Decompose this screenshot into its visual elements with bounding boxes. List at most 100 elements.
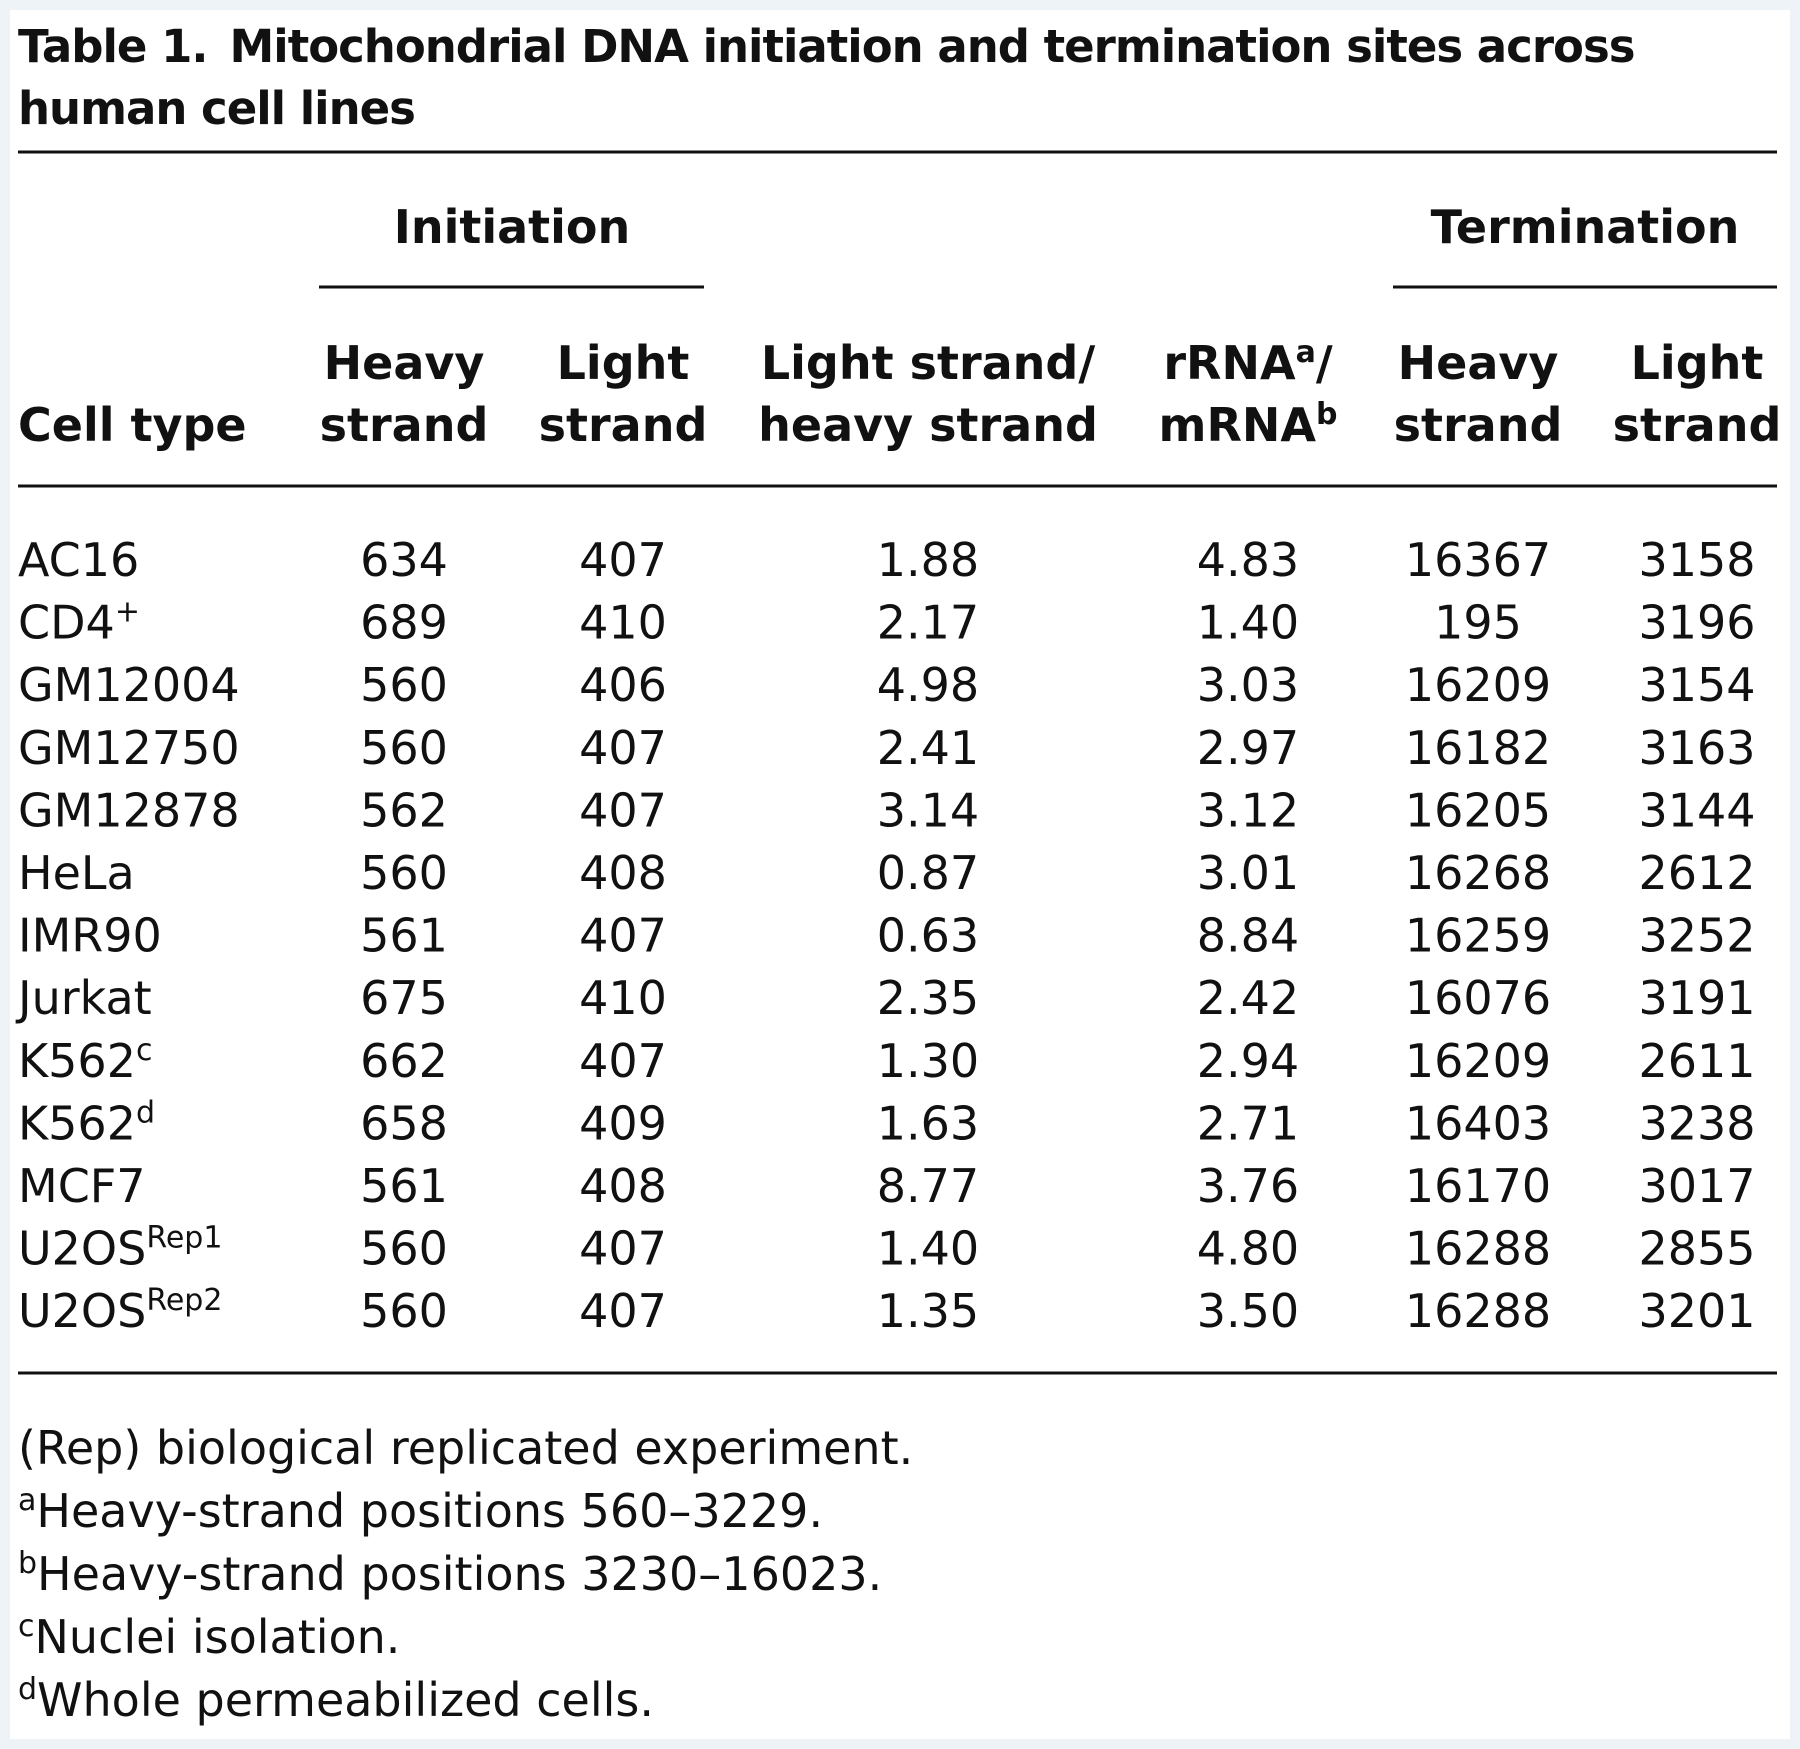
label-text: GM12004 <box>18 658 240 712</box>
column-header: strand <box>539 398 708 452</box>
label-text: Light <box>557 336 690 390</box>
superscript: b <box>1316 397 1337 432</box>
cell-value: 3.50 <box>1197 1284 1299 1338</box>
label-text: heavy strand <box>758 398 1098 452</box>
cell-value: 195 <box>1434 596 1522 650</box>
label-text: strand <box>1394 398 1563 452</box>
cell-value: 16182 <box>1405 721 1551 775</box>
column-header: rRNAa/ <box>1163 335 1332 391</box>
cell-value: 16288 <box>1405 1222 1551 1276</box>
superscript: Rep1 <box>146 1220 222 1255</box>
spanner-header: Termination <box>1431 200 1740 254</box>
cell-value: 410 <box>579 596 667 650</box>
table-sheet: Table 1. Mitochondrial DNA initiation and… <box>10 10 1790 1739</box>
label-text: K562 <box>18 1034 136 1088</box>
column-header: strand <box>1613 398 1782 452</box>
cell-value: 2.97 <box>1197 721 1299 775</box>
label-text: Light strand/ <box>761 336 1096 390</box>
superscript: a <box>1296 335 1316 370</box>
row-label: Jurkat <box>15 971 152 1025</box>
cell-value: 2.35 <box>877 971 979 1025</box>
cell-value: 3201 <box>1638 1284 1755 1338</box>
label-text: GM12878 <box>18 783 240 837</box>
footnote: cNuclei isolation. <box>18 1609 400 1665</box>
cell-value: 1.40 <box>877 1222 979 1276</box>
cell-value: 407 <box>579 909 667 963</box>
cell-value: 2611 <box>1638 1034 1755 1088</box>
footnote: aHeavy-strand positions 560–3229. <box>18 1483 823 1539</box>
cell-value: 561 <box>360 909 448 963</box>
cell-value: 0.63 <box>877 909 979 963</box>
cell-value: 3158 <box>1638 533 1755 587</box>
table-label: Table 1. <box>18 20 208 73</box>
row-label: GM12878 <box>18 783 240 837</box>
cell-value: 1.35 <box>877 1284 979 1338</box>
label-text: CD4 <box>18 596 115 650</box>
label-text: GM12750 <box>18 721 240 775</box>
cell-value: 2.17 <box>877 596 979 650</box>
cell-value: 560 <box>360 1284 448 1338</box>
cell-value: 560 <box>360 721 448 775</box>
label-text: IMR90 <box>18 909 162 963</box>
cell-value: 562 <box>360 783 448 837</box>
cell-value: 1.88 <box>877 533 979 587</box>
column-header: Heavy <box>1398 336 1559 390</box>
row-label: GM12004 <box>18 658 240 712</box>
column-header: Heavy <box>324 336 485 390</box>
row-label: U2OSRep1 <box>18 1220 222 1276</box>
cell-value: 675 <box>360 971 448 1025</box>
superscript: Rep2 <box>146 1283 222 1318</box>
cell-value: 561 <box>360 1159 448 1213</box>
cell-value: 16170 <box>1405 1159 1551 1213</box>
cell-value: 8.77 <box>877 1159 979 1213</box>
footnote: (Rep) biological replicated experiment. <box>18 1421 913 1475</box>
label-text: / <box>1316 336 1333 390</box>
footnote: dWhole permeabilized cells. <box>18 1672 654 1728</box>
cell-value: 3.76 <box>1197 1159 1299 1213</box>
column-header: Cell type <box>18 398 247 452</box>
cell-value: 3.14 <box>877 783 979 837</box>
label-text: strand <box>539 398 708 452</box>
row-label: GM12750 <box>18 721 240 775</box>
cell-value: 16209 <box>1405 1034 1551 1088</box>
cell-value: 2.71 <box>1197 1096 1299 1150</box>
row-label: K562d <box>18 1095 155 1151</box>
cell-value: 2612 <box>1638 846 1755 900</box>
cell-value: 2.94 <box>1197 1034 1299 1088</box>
cell-value: 0.87 <box>877 846 979 900</box>
cell-value: 3.03 <box>1197 658 1299 712</box>
title-text: Mitochondrial DNA initiation and termina… <box>18 20 1636 135</box>
column-header: Light strand/ <box>761 336 1096 390</box>
footnote: bHeavy-strand positions 3230–16023. <box>18 1546 882 1602</box>
superscript: c <box>136 1032 153 1067</box>
cell-value: 409 <box>579 1096 667 1150</box>
label-text: Whole permeabilized cells. <box>37 1673 654 1727</box>
row-label: CD4+ <box>18 594 140 650</box>
column-header: strand <box>320 398 489 452</box>
cell-value: 407 <box>579 783 667 837</box>
cell-value: 4.80 <box>1197 1222 1299 1276</box>
label-text: K562 <box>18 1096 136 1150</box>
superscript: d <box>136 1095 155 1130</box>
cell-value: 2855 <box>1638 1222 1755 1276</box>
cell-value: 3144 <box>1638 783 1755 837</box>
superscript: d <box>18 1672 37 1707</box>
label-text: Heavy-strand positions 560–3229. <box>36 1484 823 1538</box>
cell-value: 3196 <box>1638 596 1755 650</box>
label-text: Heavy <box>324 336 485 390</box>
column-header: mRNAb <box>1159 397 1338 453</box>
cell-value: 16209 <box>1405 658 1551 712</box>
cell-value: 689 <box>360 596 448 650</box>
label-text: Heavy <box>1398 336 1559 390</box>
cell-value: 3.12 <box>1197 783 1299 837</box>
label-text: strand <box>320 398 489 452</box>
cell-value: 1.40 <box>1197 596 1299 650</box>
cell-value: 4.83 <box>1197 533 1299 587</box>
cell-value: 662 <box>360 1034 448 1088</box>
row-label: IMR90 <box>18 909 162 963</box>
cell-value: 407 <box>579 1034 667 1088</box>
cell-value: 8.84 <box>1197 909 1299 963</box>
cell-value: 634 <box>360 533 448 587</box>
row-label: HeLa <box>18 846 135 900</box>
cell-value: 3238 <box>1638 1096 1755 1150</box>
